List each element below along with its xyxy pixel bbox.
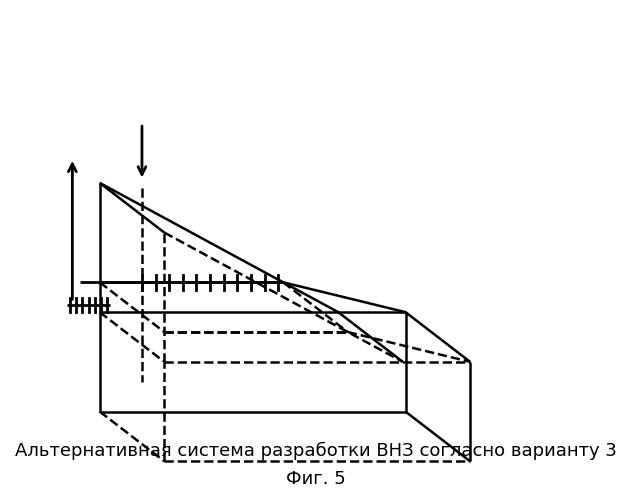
Text: Фиг. 5: Фиг. 5 <box>286 470 346 488</box>
Text: Альтернативная система разработки ВНЗ согласно варианту 3: Альтернативная система разработки ВНЗ со… <box>15 442 617 460</box>
